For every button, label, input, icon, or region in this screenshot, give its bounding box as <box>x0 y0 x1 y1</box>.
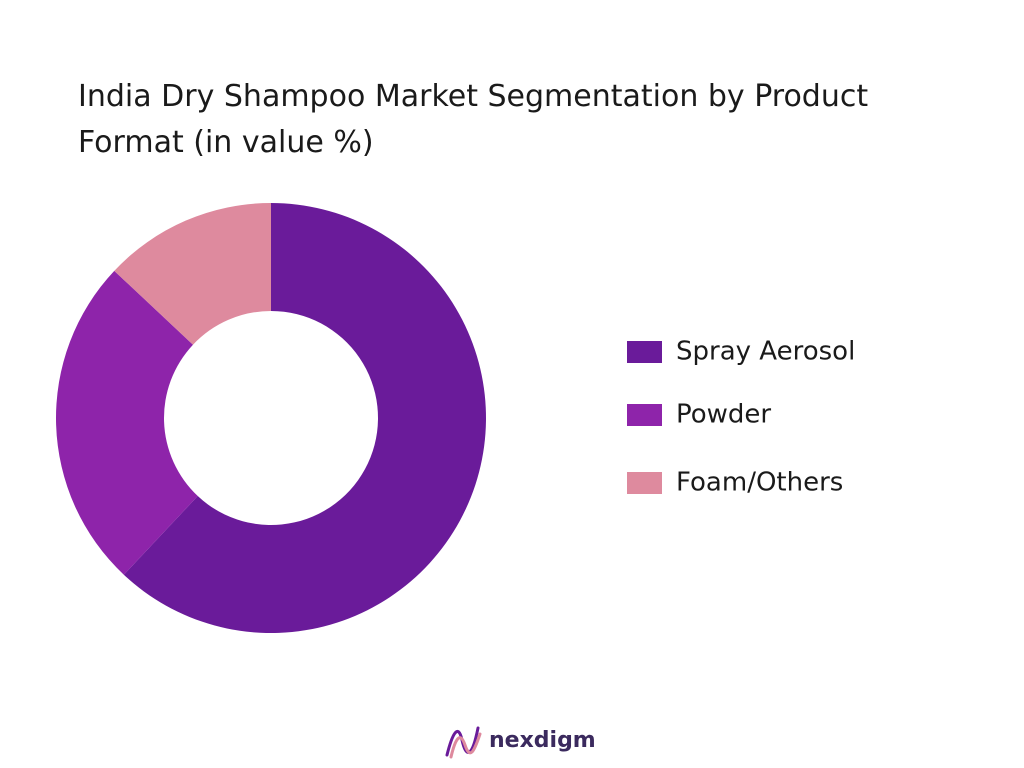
donut-segment <box>55 270 198 575</box>
legend-swatch <box>627 472 662 494</box>
donut-segment <box>114 203 271 345</box>
donut-segment <box>123 203 486 633</box>
legend-label: Powder <box>676 400 771 430</box>
legend-swatch <box>627 404 662 426</box>
logo-text: nexdigm <box>489 728 596 753</box>
logo-icon <box>445 726 482 759</box>
legend-label: Foam/Others <box>676 468 843 498</box>
chart-title: India Dry Shampoo Market Segmentation by… <box>78 79 869 160</box>
legend-swatch <box>627 341 662 363</box>
legend-label: Spray Aerosol <box>676 337 855 367</box>
